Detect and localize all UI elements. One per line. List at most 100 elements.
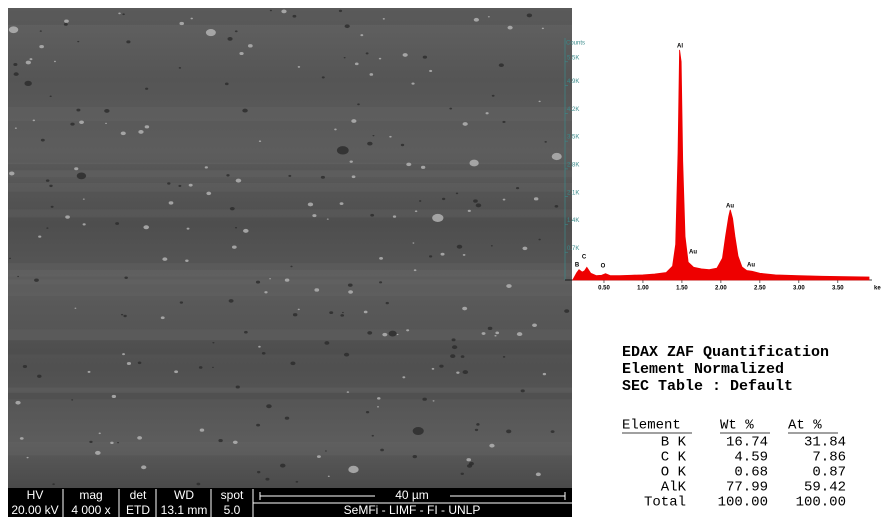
speck xyxy=(383,18,385,20)
speck xyxy=(412,242,414,243)
speck xyxy=(357,103,360,105)
speck xyxy=(551,430,555,433)
speck xyxy=(389,331,397,337)
y-axis-label: Counts xyxy=(566,41,585,47)
speck xyxy=(189,184,193,187)
speck xyxy=(461,473,464,475)
speck xyxy=(20,437,24,440)
speck xyxy=(104,109,109,113)
speck xyxy=(489,444,494,448)
speck xyxy=(439,365,443,368)
speck xyxy=(83,223,86,225)
texture-band xyxy=(8,183,572,192)
speck xyxy=(355,63,359,66)
speck xyxy=(110,442,113,444)
speck xyxy=(495,332,499,335)
speck xyxy=(468,210,471,212)
speck xyxy=(37,375,41,378)
det-value: ETD xyxy=(126,503,150,517)
speck xyxy=(298,66,301,68)
y-tick-label: 0.7K xyxy=(567,246,579,252)
wd-header: WD xyxy=(174,488,194,502)
x-axis-label: ke xyxy=(874,286,881,292)
peak-label: B xyxy=(575,263,580,269)
texture-band xyxy=(8,209,572,217)
table-cell: AlK xyxy=(661,480,687,496)
speck xyxy=(411,82,414,84)
speck xyxy=(402,376,405,378)
speck xyxy=(421,166,425,169)
speck xyxy=(348,290,353,293)
speck xyxy=(64,23,68,26)
quant-table: EDAX ZAF Quantification Element Normaliz… xyxy=(622,344,846,511)
speck xyxy=(280,464,286,468)
y-tick-label: 5.5K xyxy=(567,55,579,61)
speck xyxy=(227,37,232,41)
table-cell: 4.59 xyxy=(734,450,768,466)
x-tick-label: 1.00 xyxy=(637,286,649,292)
speck xyxy=(285,278,290,281)
speck xyxy=(456,192,458,194)
speck xyxy=(145,88,148,90)
speck xyxy=(379,257,383,260)
speck xyxy=(377,406,379,407)
speck xyxy=(218,439,222,442)
column-header: Wt % xyxy=(720,418,754,434)
speck xyxy=(452,345,457,349)
speck xyxy=(39,45,44,48)
table-cell: 100.00 xyxy=(796,495,846,511)
speck xyxy=(89,441,92,443)
speck xyxy=(118,12,121,14)
speck xyxy=(233,441,238,444)
speck xyxy=(244,331,248,334)
speck xyxy=(236,179,241,183)
speck xyxy=(178,185,181,187)
speck xyxy=(516,187,519,189)
speck xyxy=(475,429,478,431)
table-cell: 31.84 xyxy=(804,435,846,451)
speck xyxy=(337,146,349,154)
speck xyxy=(293,313,297,316)
speck xyxy=(137,436,142,440)
speck xyxy=(179,67,181,69)
speck xyxy=(235,227,237,228)
texture-band xyxy=(8,8,572,25)
speck xyxy=(441,253,445,256)
table-cell: C K xyxy=(661,450,687,466)
speck xyxy=(41,139,45,142)
column-header: At % xyxy=(788,418,822,434)
speck xyxy=(401,144,404,146)
speck xyxy=(542,28,544,30)
speck xyxy=(350,160,353,162)
speck xyxy=(476,423,479,425)
speck xyxy=(269,278,271,279)
speck xyxy=(99,432,101,434)
speck xyxy=(463,122,468,126)
speck xyxy=(34,278,39,281)
speck xyxy=(30,58,33,60)
speck xyxy=(33,119,35,121)
speck xyxy=(488,327,493,330)
speck xyxy=(492,95,495,97)
speck xyxy=(536,473,541,477)
speck xyxy=(322,76,325,78)
speck xyxy=(469,462,474,466)
speck xyxy=(77,173,86,180)
x-tick-label: 3.50 xyxy=(832,286,844,292)
speck xyxy=(9,26,18,33)
speck xyxy=(49,185,52,187)
speck xyxy=(76,109,80,112)
speck xyxy=(486,112,489,114)
speck xyxy=(308,203,313,207)
speck xyxy=(552,153,562,160)
speck xyxy=(138,362,142,365)
speck xyxy=(161,316,165,319)
speck xyxy=(370,214,374,217)
peak-label: Au xyxy=(726,204,734,210)
speck xyxy=(266,404,272,408)
speck xyxy=(17,276,19,277)
speck xyxy=(364,311,368,314)
mag-header: mag xyxy=(79,488,102,502)
speck xyxy=(288,175,291,177)
speck xyxy=(502,121,505,123)
